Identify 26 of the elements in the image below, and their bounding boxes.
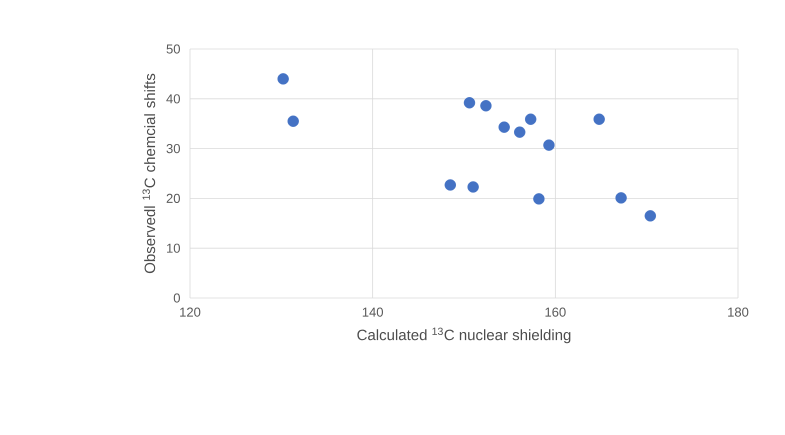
point <box>615 192 627 204</box>
x-tick-label: 160 <box>545 308 566 317</box>
y-tick-label: 0 <box>174 293 180 303</box>
x-tick-label: 120 <box>180 308 200 317</box>
point <box>480 100 492 112</box>
point <box>467 181 479 193</box>
x-tick-label: 180 <box>728 308 748 317</box>
y-tick-label: 40 <box>166 94 180 104</box>
point <box>524 114 536 125</box>
point <box>533 193 545 205</box>
y-tick-label: 30 <box>166 144 180 154</box>
point <box>464 97 476 108</box>
y-tick-label: 10 <box>167 244 180 253</box>
point <box>543 139 555 151</box>
x-tick-label: 140 <box>362 308 383 317</box>
y-tick-label: 20 <box>166 194 180 203</box>
x-axis-title: Calculated $^{13}$C nuclear shielding <box>357 328 570 344</box>
y-axis-title: Observedl $^{13}$C chemcial shifts <box>142 74 156 274</box>
point <box>498 121 510 133</box>
point <box>288 116 299 127</box>
point <box>514 126 526 138</box>
y-tick-label: 50 <box>166 44 180 54</box>
point <box>444 179 456 191</box>
point <box>593 114 605 125</box>
point <box>644 210 656 222</box>
point <box>277 73 289 85</box>
